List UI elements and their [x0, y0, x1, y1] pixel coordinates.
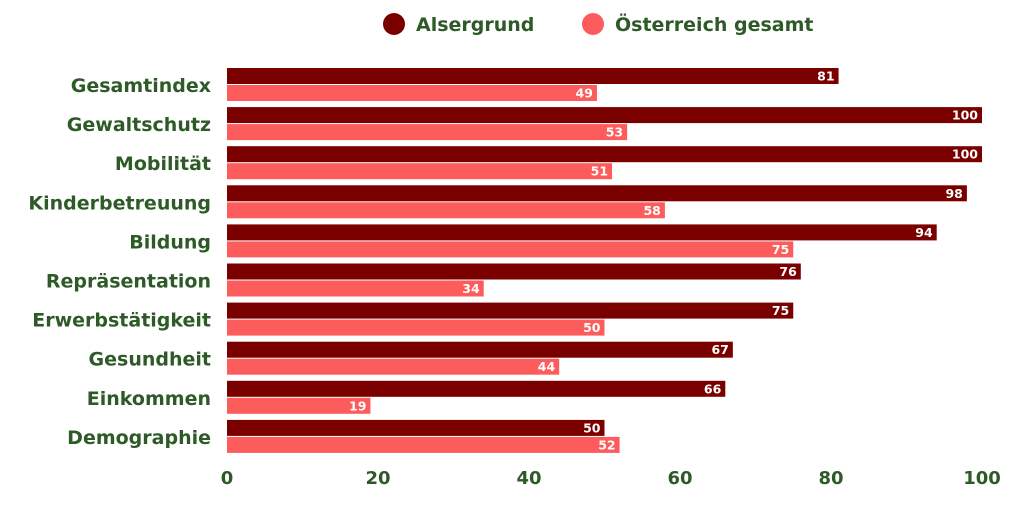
- data-label: 67: [711, 342, 728, 357]
- bar: [227, 107, 982, 124]
- bar: [227, 436, 620, 453]
- category-label: Gesamtindex: [71, 75, 211, 97]
- x-tick-label: 80: [818, 468, 843, 489]
- category-label: Bildung: [129, 231, 211, 253]
- bar: [227, 380, 726, 397]
- data-label: 51: [591, 164, 608, 179]
- x-tick-label: 60: [667, 468, 692, 489]
- bar: [227, 185, 967, 202]
- bar: [227, 85, 597, 101]
- category-label: Gewaltschutz: [67, 114, 211, 136]
- category-label: Gesundheit: [89, 349, 211, 371]
- category-label: Einkommen: [87, 388, 211, 410]
- data-label: 76: [779, 264, 797, 279]
- legend-marker: [582, 13, 604, 35]
- bar: [227, 146, 982, 163]
- category-label: Demographie: [67, 427, 211, 449]
- bar: [227, 280, 484, 297]
- data-label: 94: [915, 225, 933, 240]
- bar: [227, 419, 605, 436]
- data-label: 75: [772, 303, 789, 318]
- data-label: 66: [704, 381, 722, 396]
- bar: [227, 68, 839, 84]
- data-label: 98: [945, 186, 962, 201]
- x-tick-label: 40: [516, 468, 541, 489]
- data-label: 100: [952, 147, 978, 162]
- data-label: 50: [583, 420, 601, 435]
- category-label: Erwerbstätigkeit: [32, 310, 211, 332]
- category-label: Mobilität: [115, 153, 211, 175]
- x-tick-label: 20: [365, 468, 390, 489]
- bar: [227, 124, 628, 141]
- data-label: 53: [606, 125, 623, 140]
- bar: [227, 163, 613, 180]
- data-label: 34: [462, 281, 480, 296]
- x-tick-label: 100: [963, 468, 1001, 489]
- bar: [227, 241, 794, 258]
- data-label: 100: [952, 108, 978, 123]
- data-label: 49: [576, 86, 593, 101]
- x-axis: 0 20 40 60 80 100: [221, 468, 1001, 489]
- bar: [227, 358, 560, 375]
- legend-label: Österreich gesamt: [615, 12, 813, 36]
- legend-marker: [383, 13, 405, 35]
- bar: [227, 397, 371, 414]
- legend-label: Alsergrund: [416, 14, 534, 36]
- bar: [227, 224, 937, 241]
- data-label: 58: [643, 203, 660, 218]
- data-label: 44: [538, 359, 556, 374]
- x-tick-label: 0: [221, 468, 234, 489]
- bar: [227, 263, 801, 280]
- data-label: 50: [583, 320, 601, 335]
- category-label: Kinderbetreuung: [28, 192, 211, 214]
- category-label: Repräsentation: [46, 271, 211, 293]
- data-label: 19: [349, 398, 366, 413]
- data-label: 81: [817, 69, 834, 84]
- chart-legend: Alsergrund Österreich gesamt: [383, 12, 813, 36]
- bar: [227, 302, 794, 319]
- data-label: 52: [598, 437, 615, 452]
- data-label: 75: [772, 242, 789, 257]
- category-labels: Gesamtindex Gewaltschutz Mobilität Kinderbe…: [28, 75, 211, 449]
- chart-bars: 81 100 100 98 94 76 75 67 66 50 49 53 51 58 75 34 50 44 19…: [227, 68, 982, 453]
- bar: [227, 319, 605, 336]
- bar: [227, 202, 665, 219]
- bar: [227, 341, 733, 358]
